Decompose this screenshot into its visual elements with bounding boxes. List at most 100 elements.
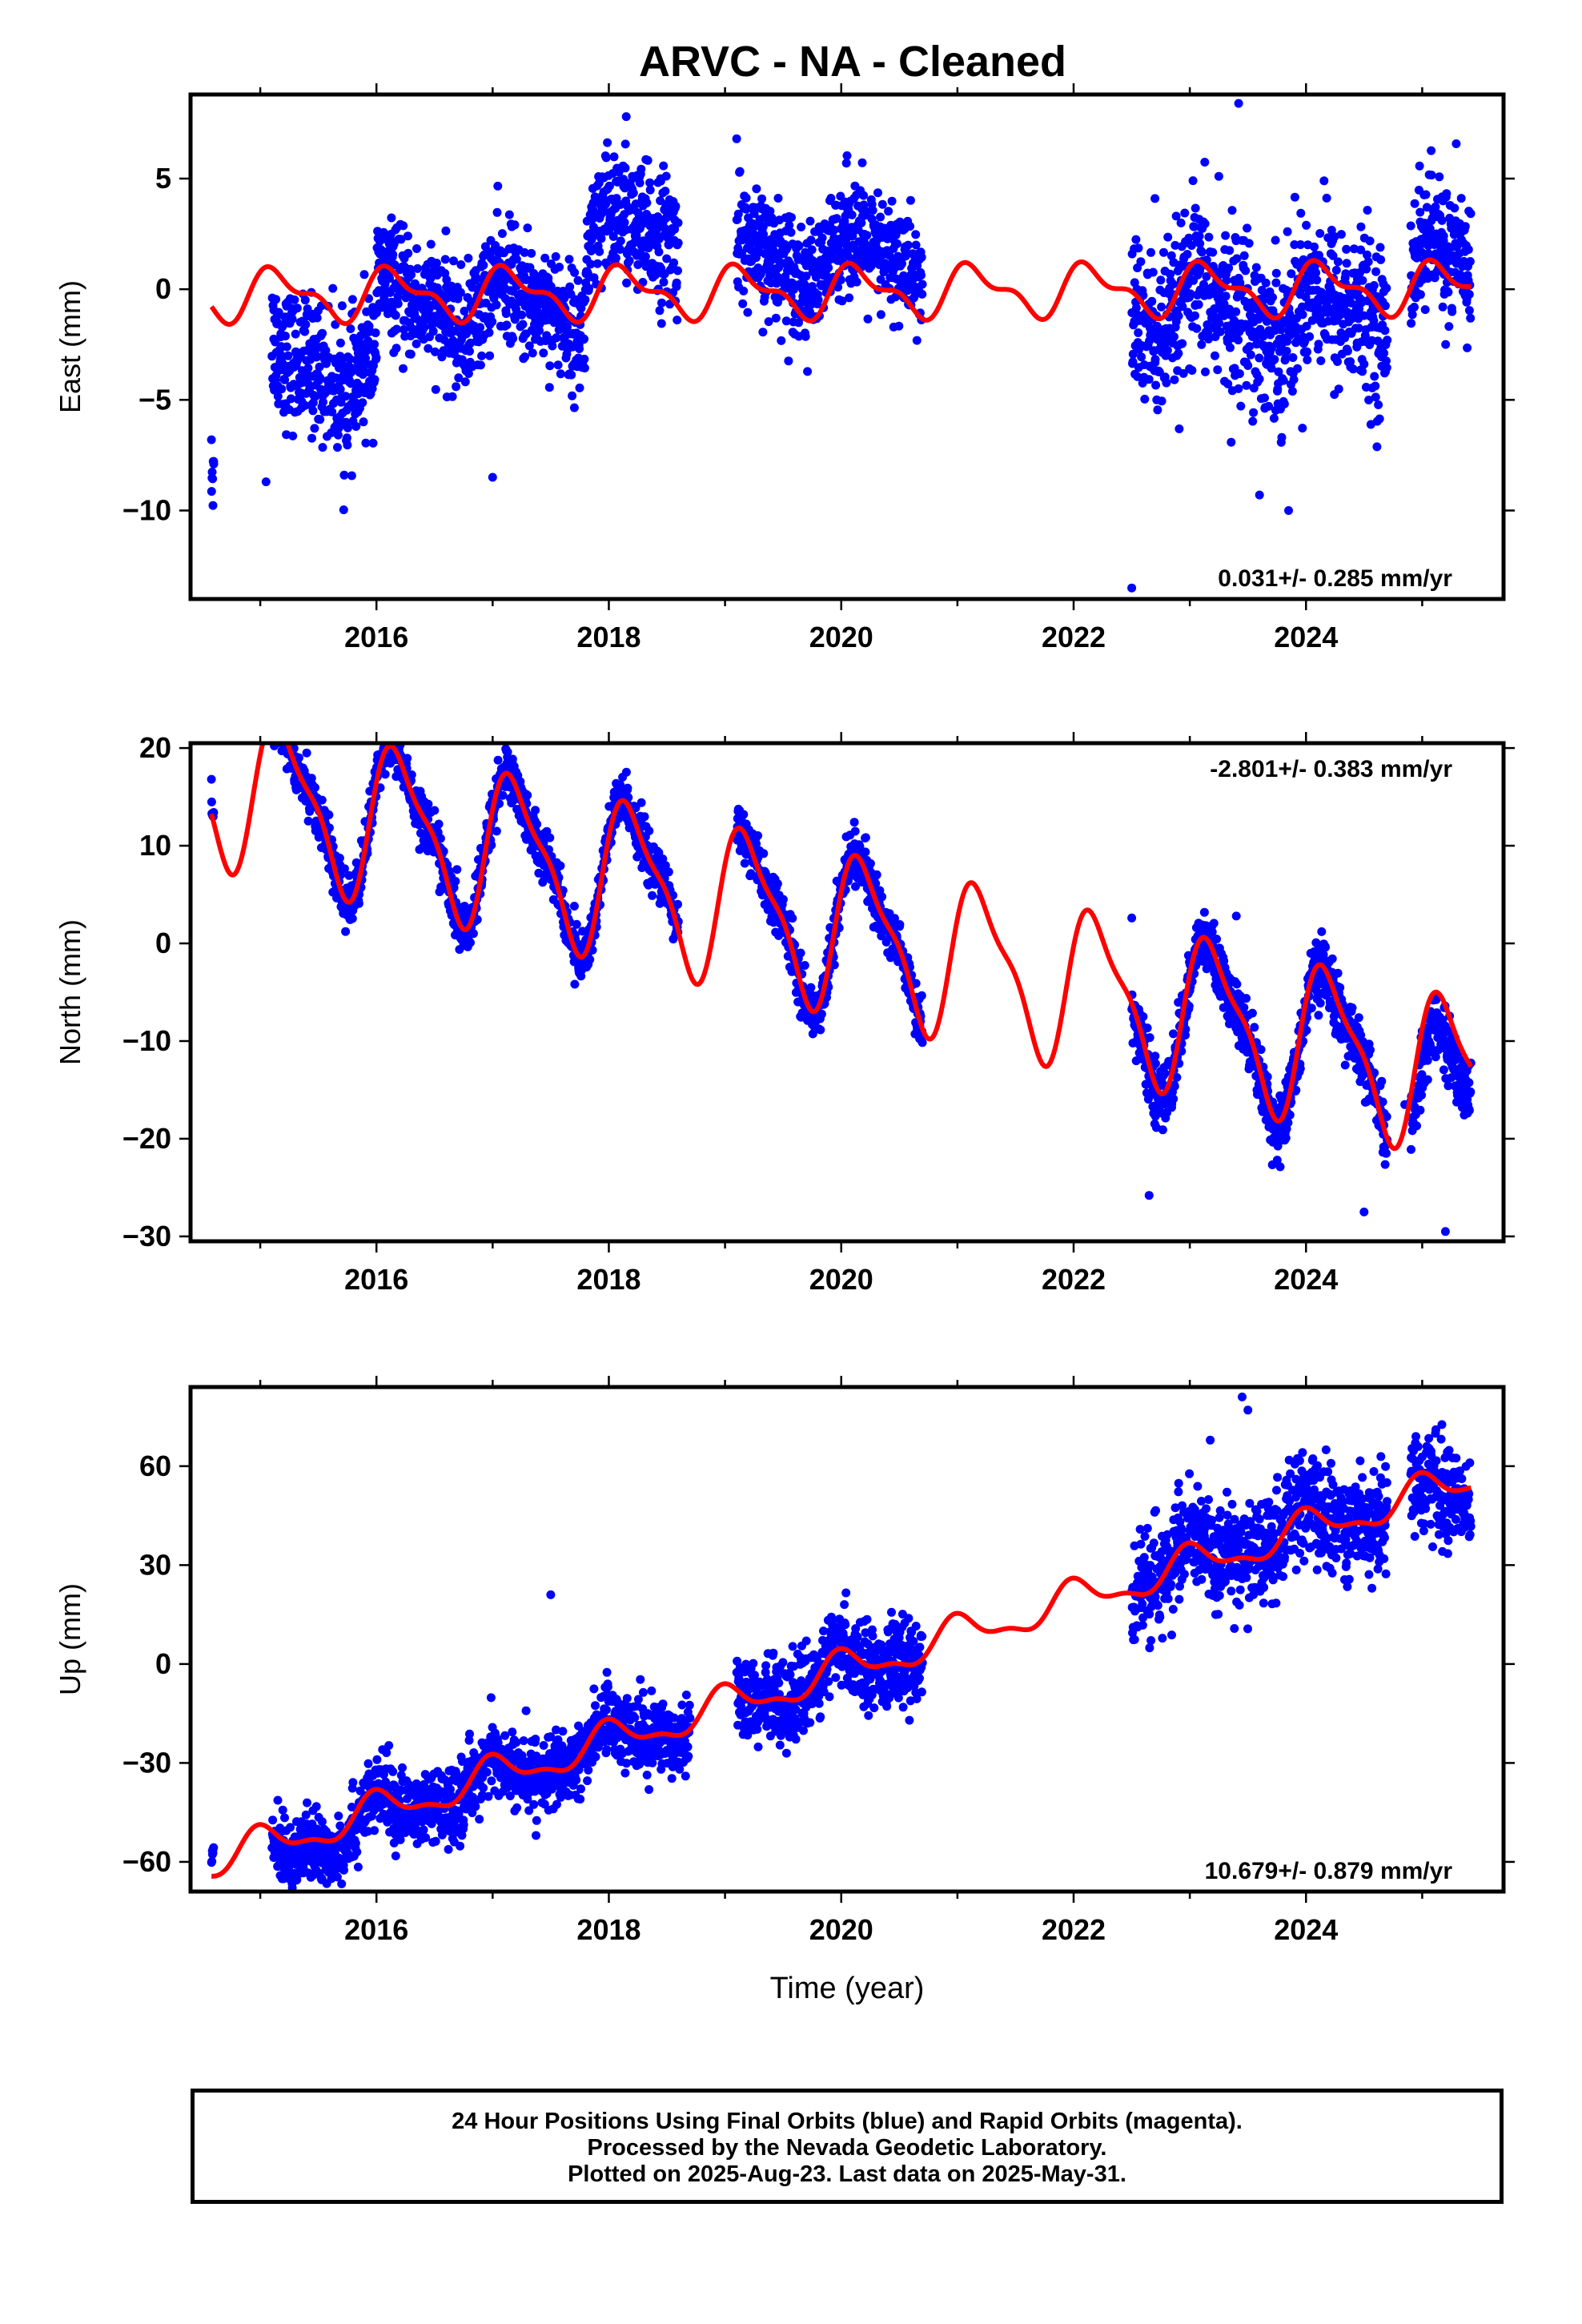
data-point [622, 278, 632, 287]
data-point [360, 360, 370, 370]
data-point [1415, 161, 1424, 171]
data-point [552, 333, 561, 343]
data-point [817, 233, 827, 243]
data-point [1379, 348, 1389, 358]
data-point [1160, 1068, 1170, 1078]
data-point [911, 240, 921, 250]
data-point [1170, 375, 1179, 384]
data-point [1270, 355, 1279, 364]
data-point [347, 295, 357, 304]
data-point [432, 259, 441, 267]
data-point [1138, 1012, 1148, 1021]
data-point [1191, 311, 1199, 320]
data-point [387, 726, 396, 735]
data-point [335, 854, 344, 862]
data-point [832, 214, 841, 223]
data-point [796, 948, 805, 958]
data-point [271, 698, 279, 706]
data-point [609, 152, 619, 162]
data-point [272, 722, 281, 730]
data-point [806, 235, 816, 245]
data-point [1166, 251, 1176, 260]
data-point [1302, 321, 1311, 331]
data-point [575, 383, 584, 392]
data-point [568, 391, 577, 400]
east-y-axis-label: East (mm) [54, 280, 86, 413]
data-point [673, 238, 683, 247]
data-point [850, 826, 860, 836]
panel-north: 2016 2018 2020 2022 2024−30−20−1001020North … [54, 698, 1515, 1296]
data-point [608, 231, 618, 241]
data-point [872, 870, 881, 879]
data-point [276, 721, 285, 730]
data-point [777, 336, 786, 345]
x-tick-label: 2016 [344, 621, 408, 653]
data-point [456, 287, 465, 297]
data-point [268, 703, 277, 712]
data-point [1289, 375, 1299, 384]
data-point [1365, 236, 1375, 246]
data-point [523, 223, 532, 233]
data-point [287, 394, 295, 404]
data-point [280, 716, 289, 725]
data-point [621, 767, 631, 777]
data-point [1188, 176, 1198, 186]
data-point [393, 299, 403, 308]
data-point [1128, 349, 1138, 359]
data-point [569, 902, 579, 911]
data-point [436, 834, 445, 843]
data-point [895, 920, 905, 929]
data-point [1243, 361, 1253, 370]
data-point [272, 714, 281, 723]
data-point [1234, 99, 1243, 108]
data-point [1176, 218, 1186, 227]
data-point [312, 313, 322, 323]
data-point [553, 360, 563, 370]
data-point [737, 248, 747, 258]
data-point [294, 753, 303, 762]
data-point [788, 914, 797, 923]
data-point [1333, 257, 1343, 267]
data-point [392, 324, 401, 334]
data-point [1221, 231, 1231, 240]
data-point [315, 373, 325, 383]
data-point [917, 279, 927, 289]
data-point [616, 245, 625, 254]
data-point [1343, 346, 1352, 356]
data-point [586, 259, 596, 269]
data-point [1439, 231, 1448, 241]
data-point [1264, 401, 1274, 411]
data-point [1150, 355, 1160, 364]
data-point [1180, 208, 1190, 218]
data-point [1223, 379, 1233, 388]
data-point [901, 251, 910, 261]
data-point [1420, 219, 1430, 228]
data-point [273, 714, 282, 723]
data-point [1420, 305, 1430, 315]
data-point [1438, 302, 1447, 312]
data-point [600, 207, 609, 216]
data-point [431, 384, 440, 394]
data-point [276, 724, 285, 733]
data-point [1371, 381, 1380, 391]
data-point [1315, 251, 1323, 260]
data-point [1190, 222, 1199, 231]
data-point [449, 256, 458, 266]
data-point [876, 212, 885, 222]
data-point [1298, 310, 1307, 320]
data-point [292, 304, 302, 313]
data-point [743, 308, 753, 317]
data-point [1382, 283, 1391, 293]
data-point [773, 879, 782, 888]
data-point [1383, 336, 1392, 345]
data-point [773, 194, 783, 203]
data-point [632, 231, 641, 240]
data-point [1371, 392, 1380, 402]
data-point [1178, 339, 1187, 348]
data-point [1186, 241, 1196, 250]
data-point [1279, 376, 1288, 385]
data-point [318, 328, 327, 338]
data-point [388, 723, 397, 732]
data-point [670, 224, 680, 234]
